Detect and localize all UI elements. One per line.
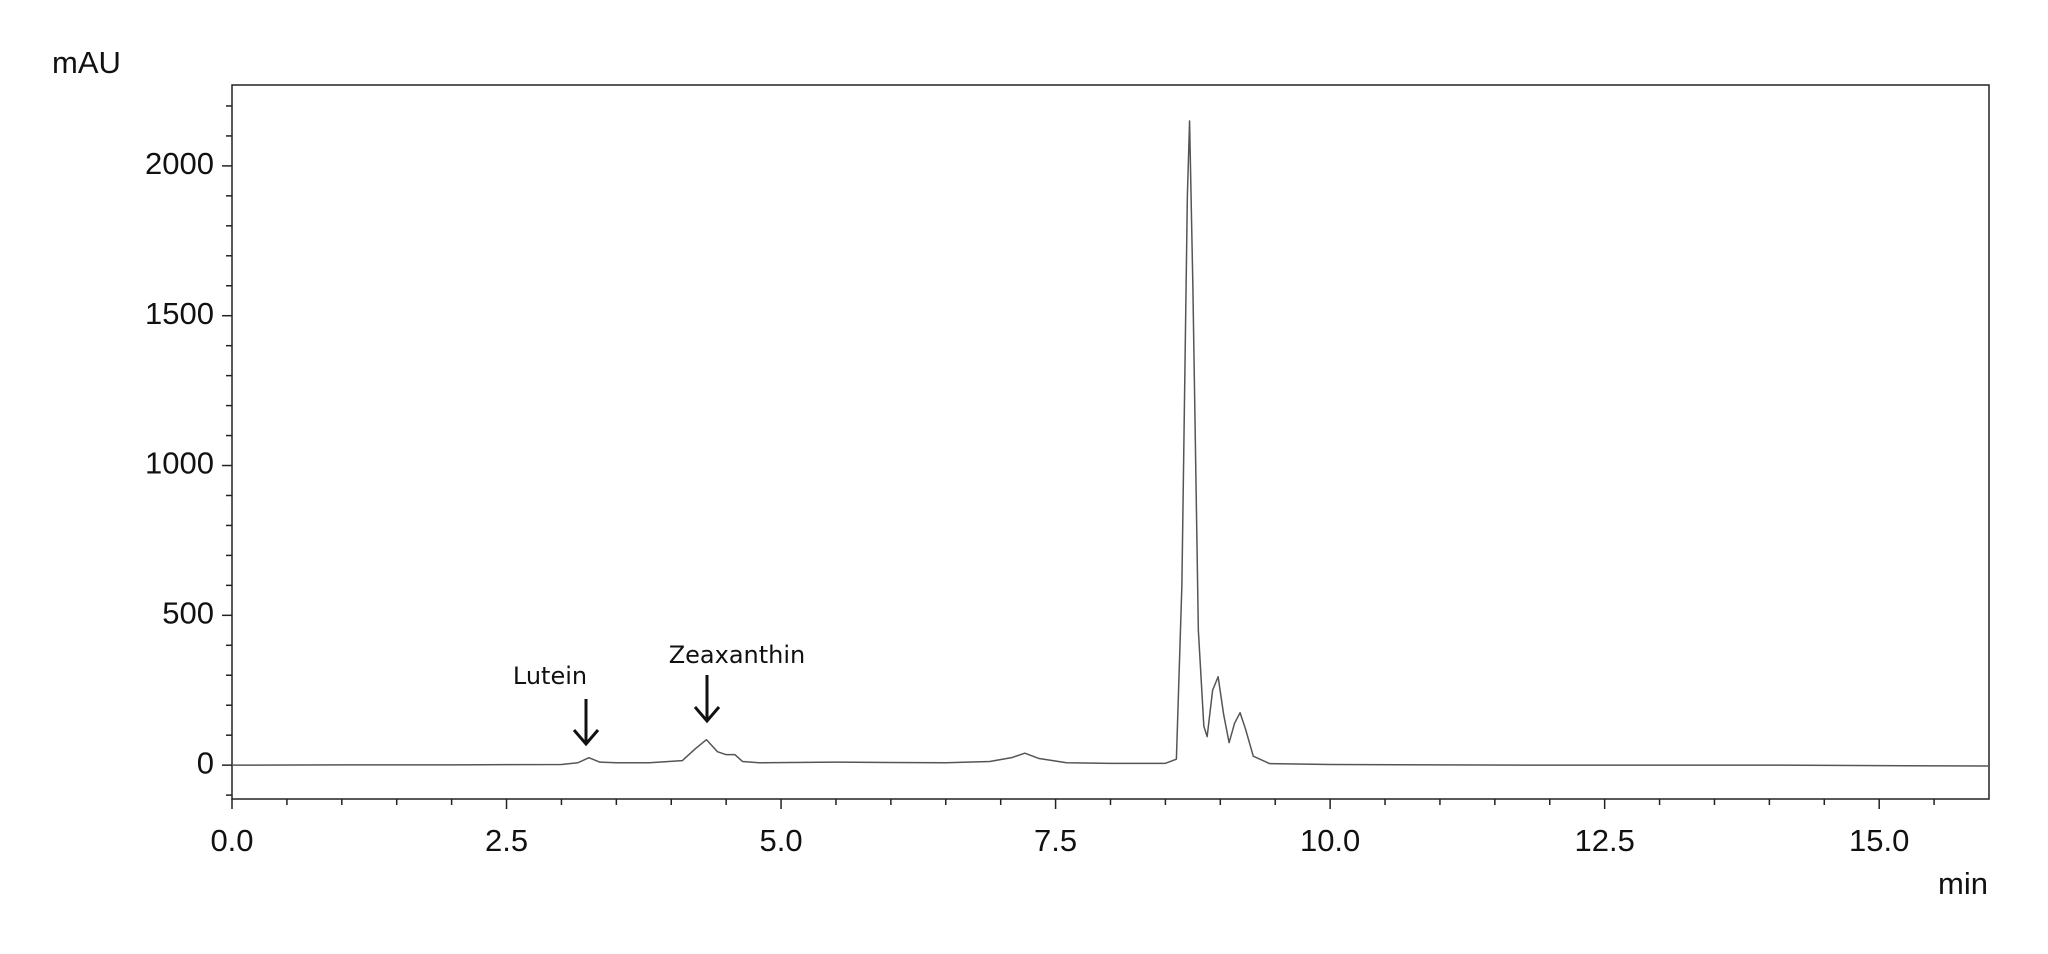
x-tick-label: 15.0 (1849, 823, 1909, 858)
chromatogram-line (231, 120, 1990, 767)
annotation-arrows (572, 675, 721, 747)
annotation: Lutein (513, 662, 587, 690)
y-axis-label: mAU (52, 45, 121, 80)
arrow (572, 699, 600, 747)
arrow (693, 675, 721, 724)
y-tick-label: 500 (162, 596, 214, 631)
x-tick-label: 0.0 (210, 823, 253, 858)
x-tick-label: 2.5 (485, 823, 528, 858)
x-axis-label: min (1938, 866, 1988, 901)
annotation: Zeaxanthin (669, 641, 806, 669)
x-tick-label: 12.5 (1574, 823, 1634, 858)
x-tick-label: 10.0 (1300, 823, 1360, 858)
y-tick-label: 1000 (145, 446, 214, 481)
x-tick-label: 5.0 (760, 823, 803, 858)
y-tick-label: 0 (197, 745, 214, 780)
y-tick-label: 2000 (145, 146, 214, 181)
y-tick-label: 1500 (145, 296, 214, 331)
x-tick-label: 7.5 (1034, 823, 1077, 858)
plot-frame (231, 84, 1990, 800)
